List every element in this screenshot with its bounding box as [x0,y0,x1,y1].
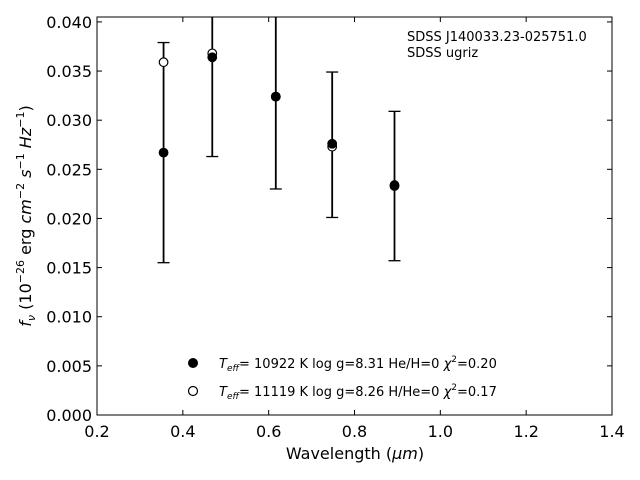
legend-marker-filled [188,358,198,368]
data-points [158,48,400,191]
y-ticks: 0.000 0.005 0.010 0.015 0.020 0.025 0.030 0.035… [46,13,612,425]
x-tick-label: 0.6 [256,422,281,441]
error-bars [157,17,401,264]
y-tick-label: 0.010 [46,308,92,327]
legend-label-filled: Teff= 10922 K log g=8.31 He/H=0 χ2=0.20 [219,355,497,374]
point-open [158,57,169,68]
point-filled [389,180,400,190]
x-tick-label: 1.4 [599,422,624,441]
x-tick-label: 0.8 [342,422,367,441]
y-tick-label: 0.000 [46,406,92,425]
y-tick-label: 0.030 [46,111,92,130]
y-tick-label: 0.040 [46,13,92,32]
legend: Teff= 10922 K log g=8.31 He/H=0 χ2=0.20 … [187,355,497,402]
y-tick-label: 0.005 [46,357,92,376]
annotation-line-1: SDSS J140033.23-025751.0 [407,30,587,45]
point-filled [327,138,338,149]
legend-marker-open [187,385,199,397]
point-filled [270,91,281,102]
x-ticks: 0.2 0.4 0.6 0.8 1.0 1.2 1.4 [84,17,625,441]
annotation-line-2: SDSS ugriz [407,46,478,61]
legend-label-open: Teff= 11119 K log g=8.26 H/He=0 χ2=0.17 [219,383,497,402]
x-tick-label: 1.2 [513,422,538,441]
y-tick-label: 0.035 [46,62,92,81]
point-filled [158,147,169,158]
y-tick-label: 0.015 [46,259,92,278]
x-tick-label: 0.2 [84,422,109,441]
y-tick-label: 0.025 [46,160,92,179]
plot-frame [96,16,613,416]
x-axis-label: Wavelength (μm) [286,444,424,463]
x-tick-label: 1.0 [428,422,453,441]
y-axis-label: fν (10−26 erg cm−2 s−1 Hz−1) [14,105,38,326]
y-tick-label: 0.020 [46,209,92,228]
point-filled [207,52,218,63]
x-tick-label: 0.4 [170,422,195,441]
